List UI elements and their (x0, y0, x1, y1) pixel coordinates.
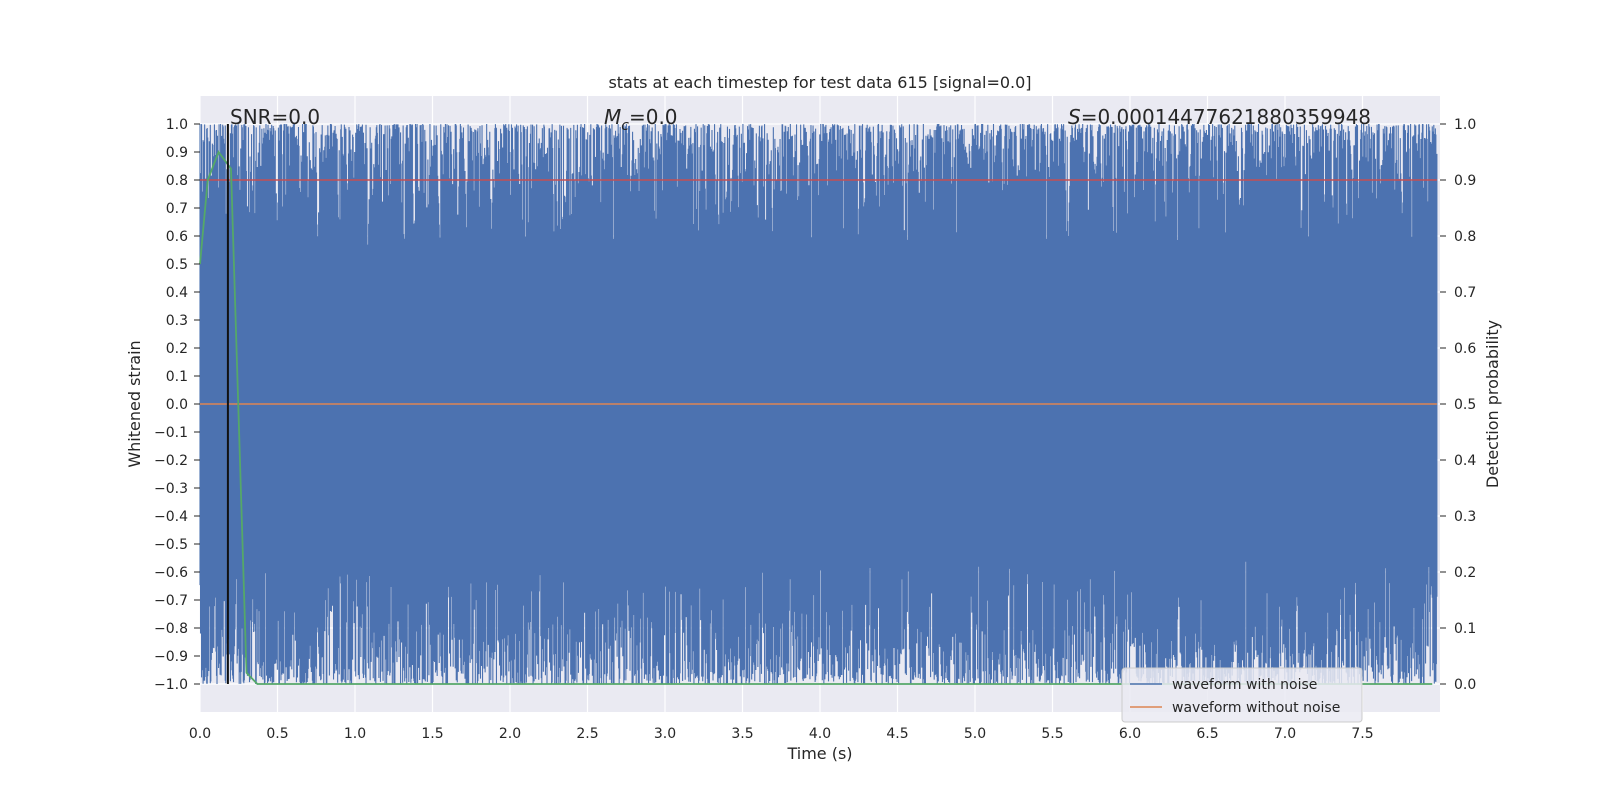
tick-labels: 0.0 0.5 1.0 1.5 2.0 2.5 3.0 3.5 4.0 4.5 5.0 5.5 6.0 6… (154, 117, 1476, 742)
y-right-tick-label: 0.2 (1454, 565, 1476, 581)
y-right-tick-label: 0.8 (1454, 229, 1476, 245)
x-tick-label: 5.5 (1041, 726, 1063, 742)
x-tick-label: 0.0 (189, 726, 211, 742)
y-right-tick-label: 1.0 (1454, 117, 1476, 133)
x-tick-label: 7.0 (1274, 726, 1296, 742)
y-left-tick-label: 0.8 (166, 173, 188, 189)
mc-annotation: Mc=0.0 (604, 105, 678, 134)
x-tick-label: 2.5 (576, 726, 598, 742)
y-left-tick-label: 0.6 (166, 229, 188, 245)
y-left-tick-label: −0.1 (154, 425, 188, 441)
y-right-tick-label: 0.9 (1454, 173, 1476, 189)
y-left-tick-label: −0.5 (154, 537, 188, 553)
y-left-tick-label: −0.2 (154, 453, 188, 469)
y-left-tick-label: 0.2 (166, 341, 188, 357)
s-symbol: S (1068, 105, 1081, 129)
legend-label-clean: waveform without noise (1172, 700, 1340, 716)
legend-label-noise: waveform with noise (1172, 677, 1317, 693)
y-left-tick-label: −0.6 (154, 565, 188, 581)
y-left-tick-label: −0.7 (154, 593, 188, 609)
x-tick-label: 7.5 (1351, 726, 1373, 742)
y-right-tick-label: 0.5 (1454, 397, 1476, 413)
legend: waveform with noise waveform without noi… (1121, 667, 1363, 723)
y-left-tick-label: −1.0 (154, 677, 188, 693)
x-tick-label: 1.0 (344, 726, 366, 742)
y-right-tick-label: 0.4 (1454, 453, 1476, 469)
y-axis-right-label: Detection probability (1483, 320, 1502, 488)
y-left-tick-label: 0.5 (166, 257, 188, 273)
y-left-tick-label: −0.4 (154, 509, 188, 525)
y-left-tick-label: 0.0 (166, 397, 188, 413)
chart-title: stats at each timestep for test data 615… (608, 73, 1031, 92)
s-annotation: S=0.00014477621880359948 (1068, 105, 1371, 129)
y-left-tick-label: −0.3 (154, 481, 188, 497)
x-tick-label: 6.0 (1119, 726, 1141, 742)
detection-probability-line (199, 150, 1433, 685)
x-tick-label: 1.5 (421, 726, 443, 742)
x-tick-label: 6.5 (1196, 726, 1218, 742)
y-right-tick-label: 0.7 (1454, 285, 1476, 301)
y-left-tick-label: 1.0 (166, 117, 188, 133)
x-tick-label: 3.5 (731, 726, 753, 742)
x-tick-label: 2.0 (499, 726, 521, 742)
x-tick-label: 4.0 (809, 726, 831, 742)
y-right-tick-label: 0.6 (1454, 341, 1476, 357)
y-right-tick-label: 0.1 (1454, 621, 1476, 637)
y-left-tick-label: −0.9 (154, 649, 188, 665)
mc-symbol: M (604, 105, 621, 129)
y-left-tick-label: 0.7 (166, 201, 188, 217)
y-right-tick-label: 0.0 (1454, 677, 1476, 693)
y-left-tick-label: 0.9 (166, 145, 188, 161)
y-left-tick-label: 0.3 (166, 313, 188, 329)
y-right-tick-label: 0.3 (1454, 509, 1476, 525)
y-left-tick-label: 0.4 (166, 285, 188, 301)
mc-subscript: c (621, 118, 629, 134)
x-tick-label: 5.0 (964, 726, 986, 742)
x-tick-label: 3.0 (654, 726, 676, 742)
x-axis-label: Time (s) (786, 744, 852, 763)
legend-box (1121, 667, 1363, 723)
x-tick-label: 4.5 (886, 726, 908, 742)
series-lines (199, 124, 1437, 685)
x-tick-label: 0.5 (266, 726, 288, 742)
s-value: =0.00014477621880359948 (1081, 105, 1371, 129)
y-left-tick-label: 0.1 (166, 369, 188, 385)
mc-value: =0.0 (629, 105, 678, 129)
y-axis-left-label: Whitened strain (125, 340, 144, 467)
y-left-tick-label: −0.8 (154, 621, 188, 637)
snr-annotation: SNR=0.0 (230, 105, 320, 129)
